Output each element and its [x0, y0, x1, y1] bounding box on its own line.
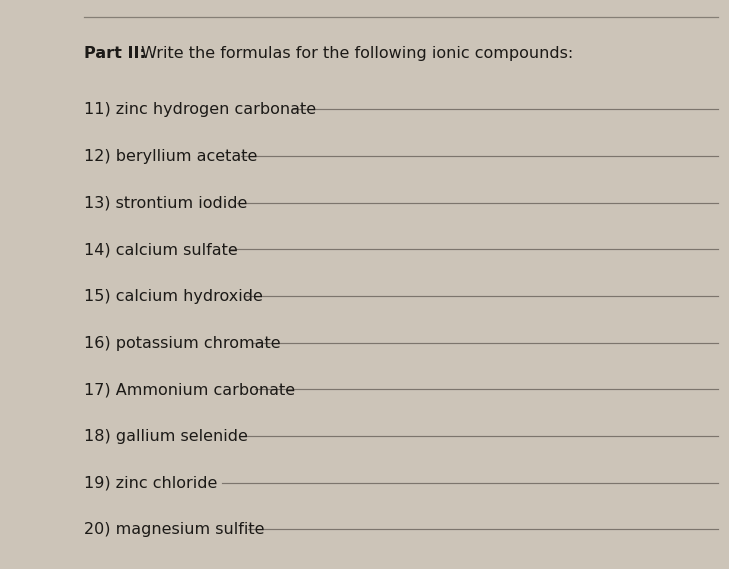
- Text: 16) potassium chromate: 16) potassium chromate: [84, 336, 281, 351]
- Text: 20) magnesium sulfite: 20) magnesium sulfite: [84, 522, 265, 537]
- Text: 13) strontium iodide: 13) strontium iodide: [84, 196, 247, 211]
- Text: 17) Ammonium carbonate: 17) Ammonium carbonate: [84, 382, 295, 397]
- Text: 11) zinc hydrogen carbonate: 11) zinc hydrogen carbonate: [84, 102, 316, 117]
- Text: 14) calcium sulfate: 14) calcium sulfate: [84, 242, 238, 257]
- Text: 18) gallium selenide: 18) gallium selenide: [84, 429, 248, 444]
- Text: Part II:: Part II:: [84, 46, 146, 60]
- Text: 19) zinc chloride: 19) zinc chloride: [84, 476, 217, 490]
- Text: Write the formulas for the following ionic compounds:: Write the formulas for the following ion…: [136, 46, 574, 60]
- Text: 12) beryllium acetate: 12) beryllium acetate: [84, 149, 257, 164]
- Text: 15) calcium hydroxide: 15) calcium hydroxide: [84, 289, 262, 304]
